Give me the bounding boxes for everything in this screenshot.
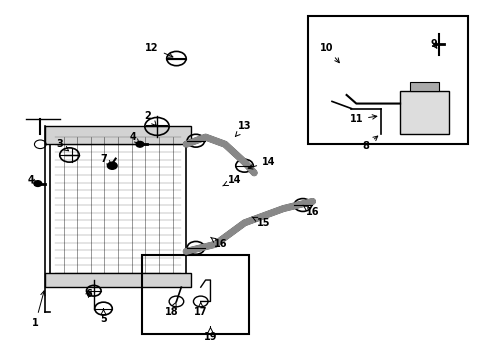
Text: 8: 8: [362, 136, 377, 151]
Text: 16: 16: [303, 205, 319, 217]
Text: 6: 6: [85, 289, 92, 299]
Bar: [45, 126, 191, 144]
Bar: [45, 273, 191, 287]
Bar: [307, 16, 467, 144]
Text: 9: 9: [430, 39, 437, 49]
Text: 16: 16: [210, 237, 226, 249]
Text: 5: 5: [100, 309, 107, 324]
Text: 2: 2: [143, 111, 156, 126]
Bar: [142, 255, 249, 334]
Text: 11: 11: [349, 114, 376, 124]
Circle shape: [107, 162, 117, 169]
Text: 17: 17: [194, 302, 207, 317]
Text: 18: 18: [164, 302, 178, 317]
Text: 14: 14: [248, 157, 275, 169]
Text: 7: 7: [100, 154, 112, 165]
Text: 3: 3: [56, 139, 68, 151]
Text: 12: 12: [145, 43, 173, 57]
Text: 19: 19: [203, 327, 217, 342]
Text: 4: 4: [27, 175, 37, 185]
Text: 15: 15: [251, 217, 270, 228]
Text: 10: 10: [320, 43, 339, 63]
Text: 1: 1: [32, 291, 45, 328]
Text: 14: 14: [223, 175, 241, 186]
Bar: [399, 91, 448, 134]
Bar: [409, 82, 438, 91]
Bar: [50, 130, 186, 280]
Text: 4: 4: [129, 132, 139, 144]
Circle shape: [34, 181, 41, 186]
Circle shape: [136, 141, 143, 147]
Text: 13: 13: [235, 121, 251, 136]
